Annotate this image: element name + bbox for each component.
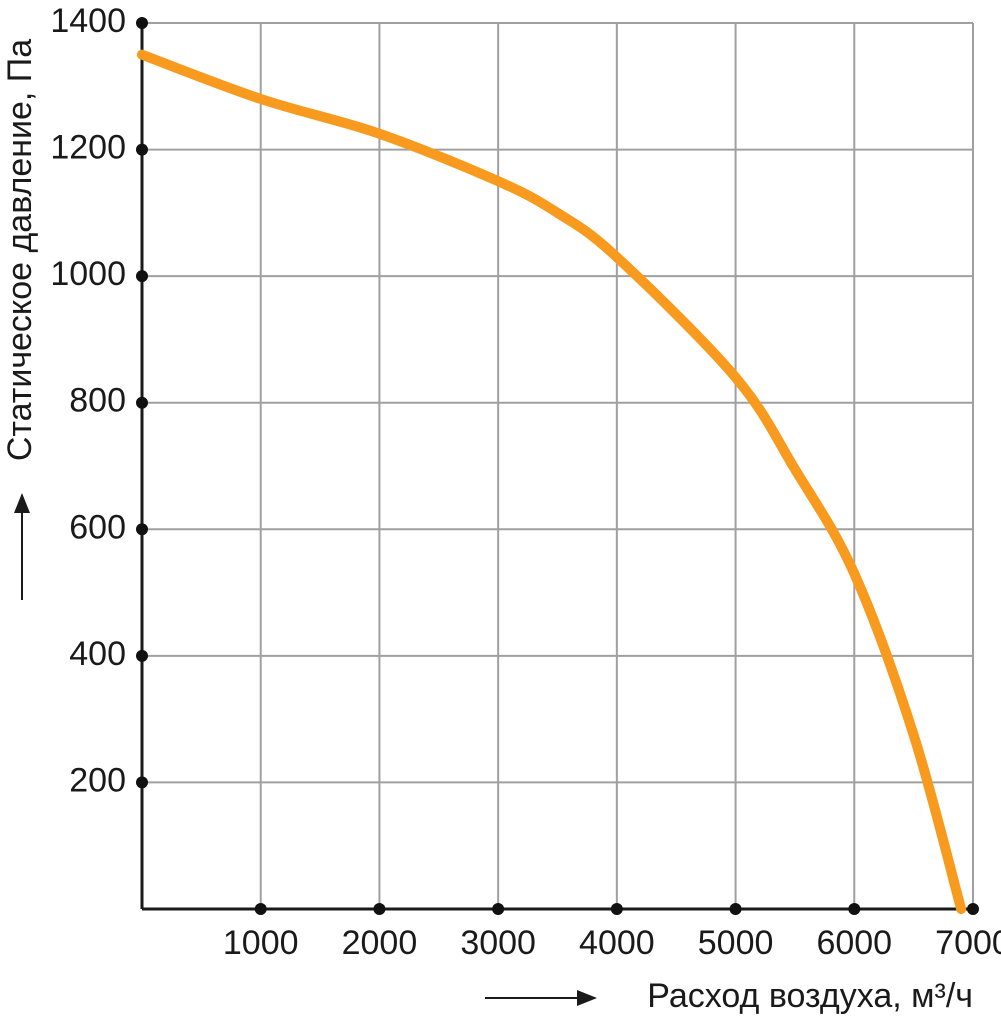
y-tick-label: 800	[69, 382, 126, 420]
curve	[137, 49, 967, 914]
x-tick-label: 4000	[579, 924, 655, 962]
x-tick-label: 6000	[816, 924, 892, 962]
y-axis-label: Статическое давление, Па	[1, 39, 39, 461]
tick-mark	[967, 903, 979, 915]
y-tick-label: 600	[69, 508, 126, 546]
tick-mark	[136, 776, 148, 789]
tick-mark	[136, 523, 148, 536]
x-tick-label: 2000	[342, 924, 418, 962]
y-tick-label: 1000	[50, 255, 126, 293]
x-tick-label: 3000	[460, 924, 536, 962]
tick-mark	[136, 270, 148, 283]
tick-mark	[136, 143, 148, 156]
y-tick-label: 200	[69, 761, 126, 799]
tick-mark	[136, 396, 148, 409]
tick-mark	[136, 17, 148, 29]
tick-mark	[848, 903, 861, 915]
y-tick-label: 400	[69, 635, 126, 673]
tick-mark	[492, 903, 505, 915]
x-tick-label: 5000	[698, 924, 774, 962]
tick-mark	[136, 649, 148, 662]
tick-mark	[610, 903, 623, 915]
tick-mark	[729, 903, 742, 915]
x-axis-label: Расход воздуха, м³/ч	[647, 977, 973, 1015]
tick-mark	[254, 903, 267, 915]
tick-mark	[373, 903, 386, 915]
x-tick-label: 1000	[223, 924, 299, 962]
y-tick-label: 1200	[50, 129, 126, 167]
y-tick-label: 1400	[50, 2, 126, 40]
x-tick-label: 7000	[935, 924, 1001, 962]
